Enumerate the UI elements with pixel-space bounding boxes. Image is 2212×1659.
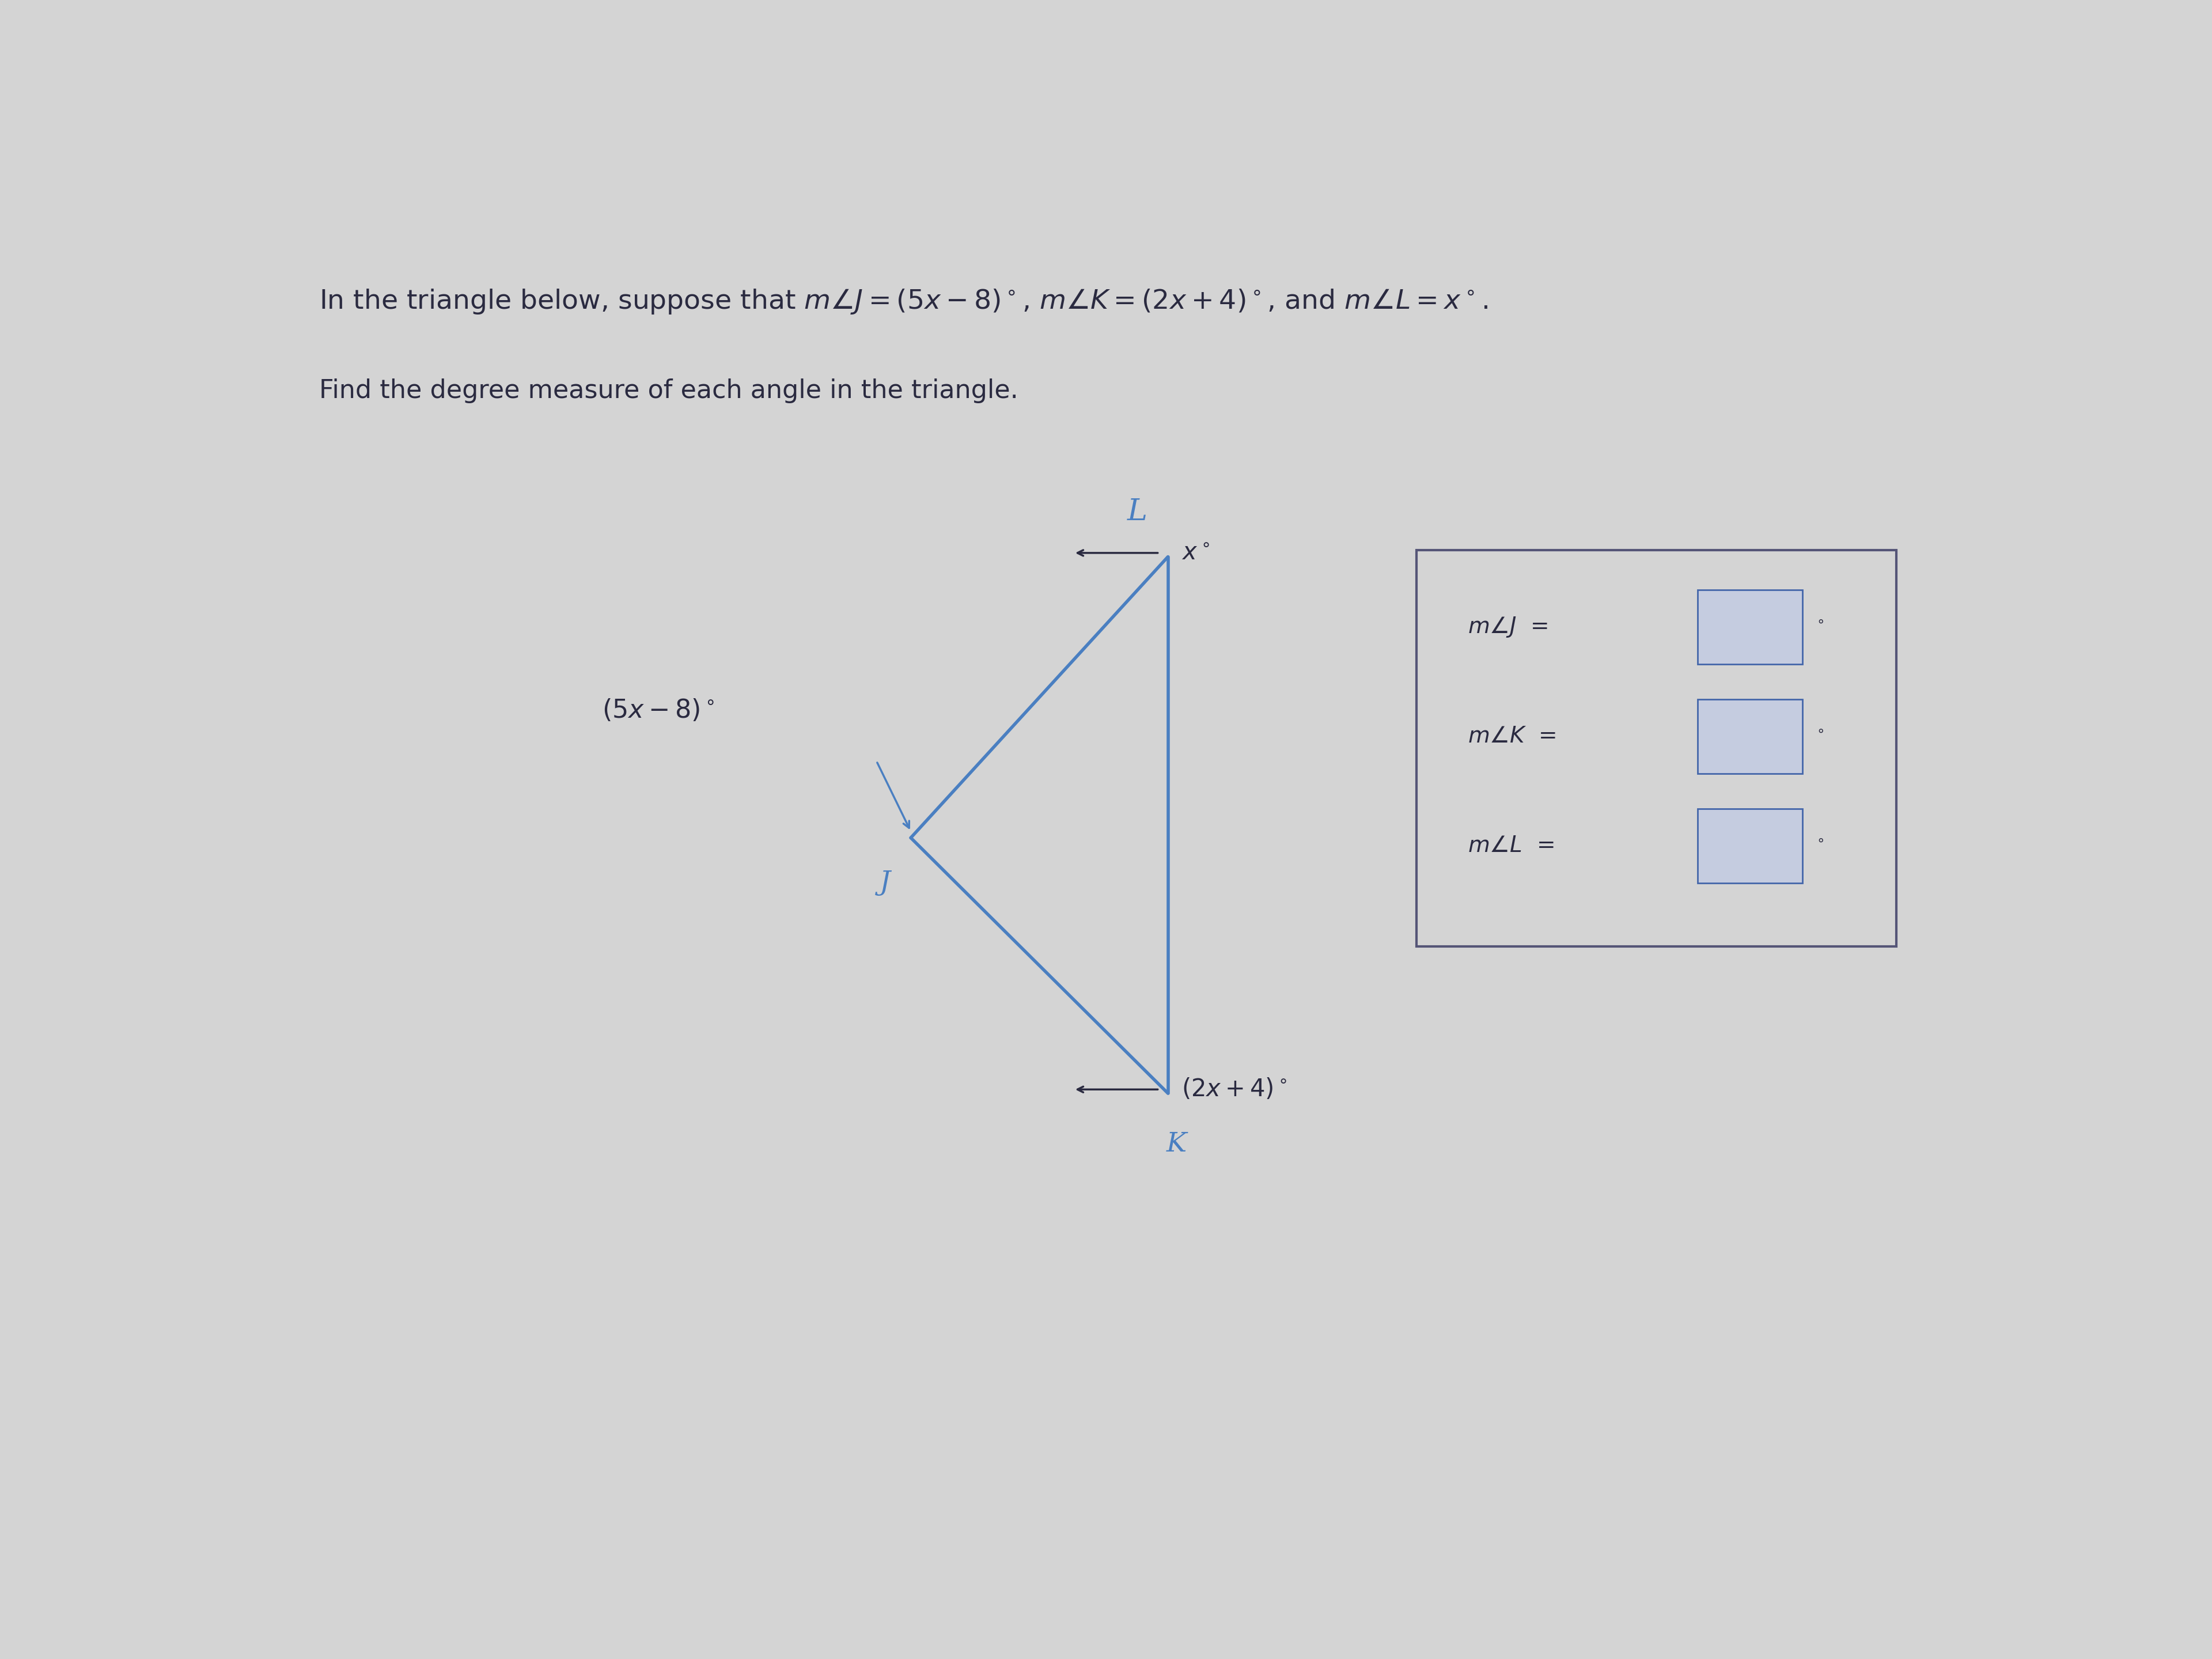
Text: $m\angle K$  =: $m\angle K$ = bbox=[1469, 727, 1557, 747]
Text: Find the degree measure of each angle in the triangle.: Find the degree measure of each angle in… bbox=[319, 378, 1018, 403]
Text: $(2x + 4)^\circ$: $(2x + 4)^\circ$ bbox=[1181, 1077, 1287, 1102]
Text: In the triangle below, suppose that $m\angle J=(5x-8)^\circ$, $m\angle K=(2x+4)^: In the triangle below, suppose that $m\a… bbox=[319, 287, 1489, 315]
FancyBboxPatch shape bbox=[1697, 810, 1803, 883]
Text: $(5x - 8)^\circ$: $(5x - 8)^\circ$ bbox=[602, 697, 714, 723]
Text: $m\angle L$  =: $m\angle L$ = bbox=[1469, 836, 1555, 856]
Text: J: J bbox=[880, 869, 891, 896]
FancyBboxPatch shape bbox=[1697, 591, 1803, 664]
Text: K: K bbox=[1166, 1131, 1186, 1158]
Text: $m\angle J$  =: $m\angle J$ = bbox=[1469, 615, 1548, 639]
Text: $^\circ$: $^\circ$ bbox=[1814, 727, 1825, 747]
Text: $^\circ$: $^\circ$ bbox=[1814, 836, 1825, 856]
Text: L: L bbox=[1126, 498, 1148, 528]
FancyBboxPatch shape bbox=[1416, 551, 1896, 946]
Text: $x^\circ$: $x^\circ$ bbox=[1181, 541, 1210, 566]
FancyBboxPatch shape bbox=[1697, 700, 1803, 773]
Text: $^\circ$: $^\circ$ bbox=[1814, 617, 1825, 637]
